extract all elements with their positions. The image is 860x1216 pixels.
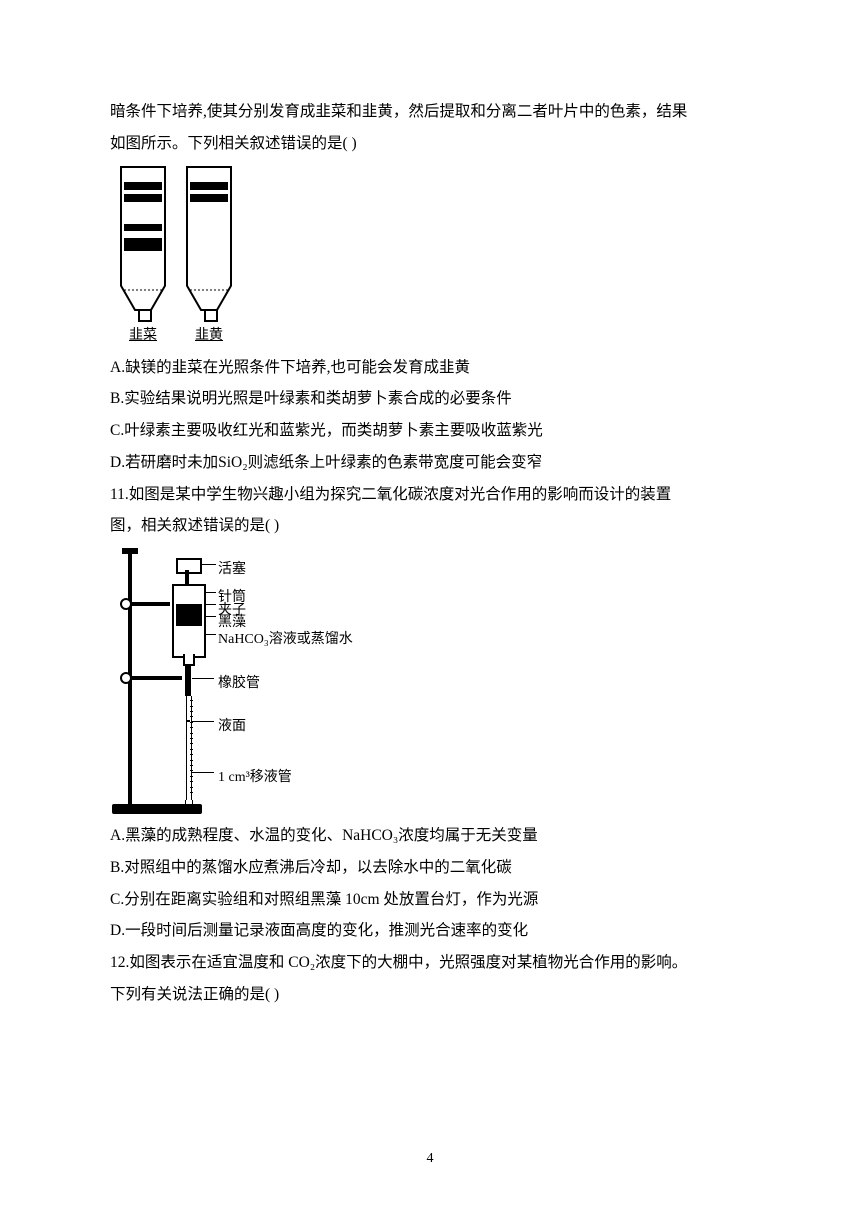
stand-base [112, 804, 202, 814]
clamp-arm-upper [132, 602, 170, 606]
q11-option-d: D.一段时间后测量记录液面高度的变化，推测光合速率的变化 [110, 915, 750, 947]
q10-option-b: B.实验结果说明光照是叶绿素和类胡萝卜素合成的必要条件 [110, 383, 750, 415]
plunger-icon [176, 558, 202, 574]
pigment-band [124, 194, 162, 202]
q12-stem-line1: 12.如图表示在适宜温度和 CO₂浓度下的大棚中，光照强度对某植物光合作用的影响… [110, 947, 750, 979]
q10-option-a: A.缺镁的韭菜在光照条件下培养,也可能会发育成韭黄 [110, 352, 750, 384]
syringe [170, 558, 204, 664]
pigment-band [124, 238, 162, 251]
label-pipette: 1 cm³移液管 [218, 764, 292, 793]
page-number: 4 [0, 1145, 860, 1174]
q11-option-a: A.黑藻的成熟程度、水温的变化、NaHCO₃浓度均属于无关变量 [110, 820, 750, 852]
rubber-tube-icon [185, 666, 191, 696]
q11-stem-line2: 图，相关叙述错误的是( ) [110, 510, 750, 542]
pigment-band [124, 182, 162, 190]
label-plunger: 活塞 [218, 556, 246, 585]
label-tube: 橡胶管 [218, 670, 260, 699]
algae-icon [176, 604, 202, 626]
q10-option-d: D.若研磨时未加SiO₂则滤纸条上叶绿素的色素带宽度可能会变窄 [110, 447, 750, 479]
pigment-band [124, 224, 162, 231]
page: 暗条件下培养,使其分别发育成韭菜和韭黄，然后提取和分离二者叶片中的色素，结果 如… [0, 0, 860, 1216]
q11-option-c: C.分别在距离实验组和对照组黑藻 10cm 处放置台灯，作为光源 [110, 884, 750, 916]
figure-apparatus: 活塞 针筒 夹子 黑藻 NaHCO₃溶液或蒸馏水 橡胶管 液面 1 cm³移液管 [110, 544, 410, 820]
clamp-arm-lower [132, 676, 182, 680]
q10-stem-line2: 如图所示。下列相关叙述错误的是( ) [110, 128, 750, 160]
pigment-band [190, 182, 228, 190]
fig1-label-right: 韭黄 [182, 322, 236, 351]
q10-option-c: C.叶绿素主要吸收红光和蓝紫光，而类胡萝卜素主要吸收蓝紫光 [110, 415, 750, 447]
tlc-tube-jiuhuang [182, 166, 236, 320]
tlc-tube-jiucai [116, 166, 170, 320]
q10-stem-line1: 暗条件下培养,使其分别发育成韭菜和韭黄，然后提取和分离二者叶片中的色素，结果 [110, 96, 750, 128]
stand-top [122, 548, 138, 554]
figure-chromatography: 韭菜 韭黄 [110, 166, 250, 346]
q12-stem-line2: 下列有关说法正确的是( ) [110, 979, 750, 1011]
label-solution: NaHCO₃溶液或蒸馏水 [218, 626, 353, 655]
pigment-band [190, 194, 228, 202]
q11-stem-line1: 11.如图是某中学生物兴趣小组为探究二氧化碳浓度对光合作用的影响而设计的装置 [110, 479, 750, 511]
fig1-label-left: 韭菜 [116, 322, 170, 351]
q11-option-b: B.对照组中的蒸馏水应煮沸后冷却，以去除水中的二氧化碳 [110, 852, 750, 884]
barrel-icon [172, 584, 206, 658]
label-level: 液面 [218, 713, 246, 742]
